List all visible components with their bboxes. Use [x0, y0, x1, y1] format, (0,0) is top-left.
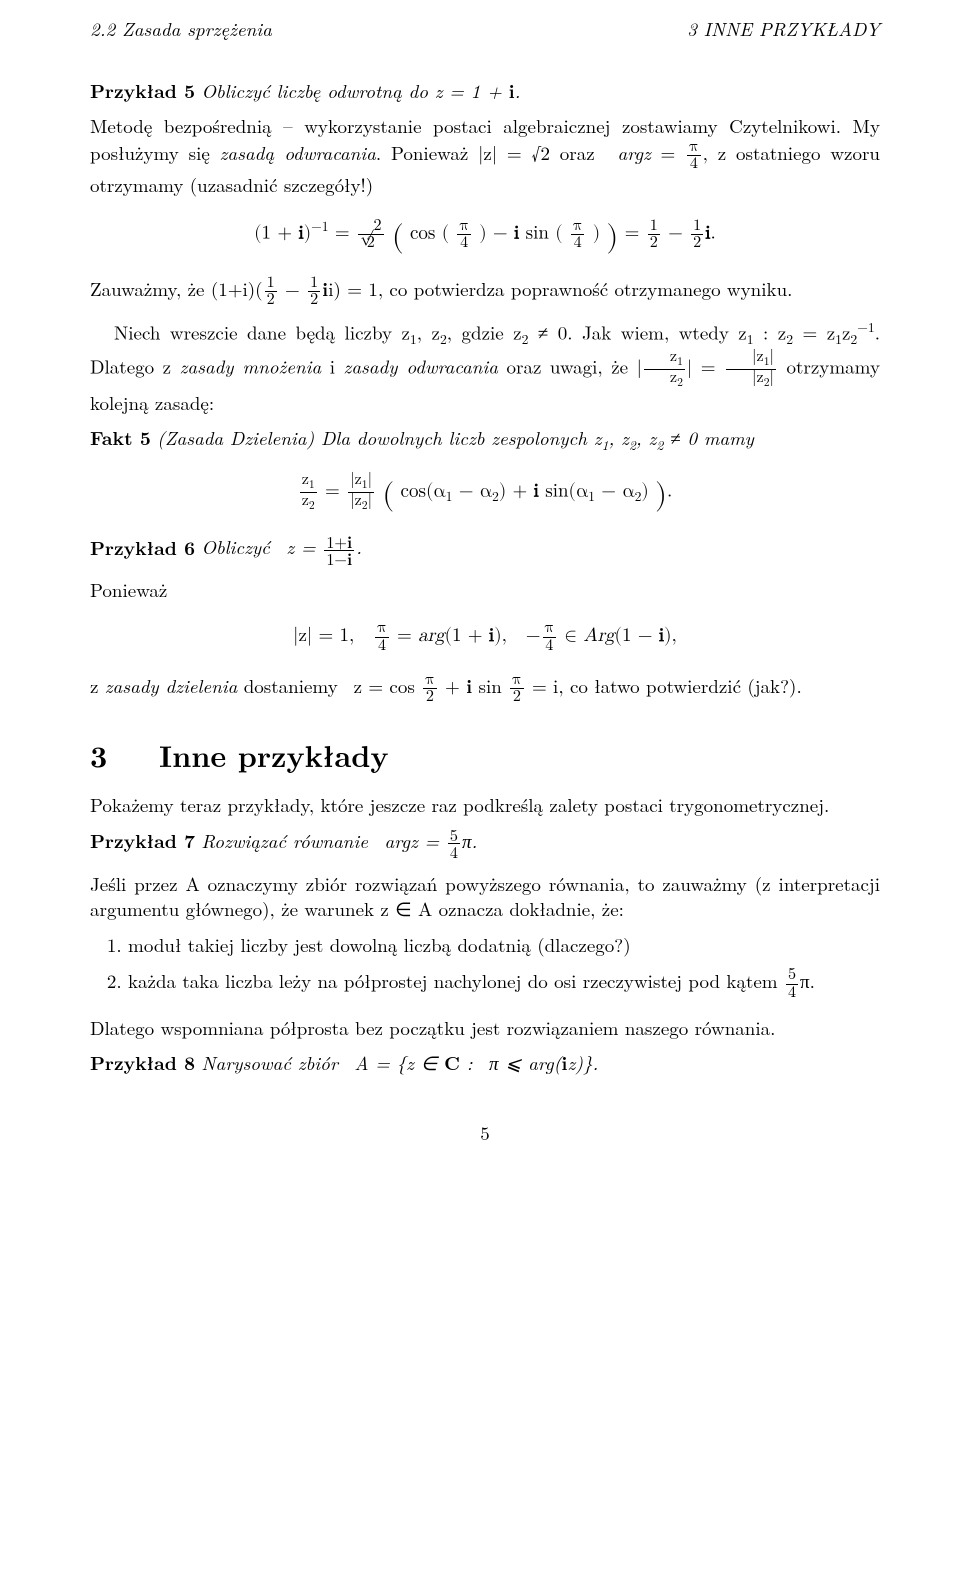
- header-right: 3 INNE PRZYKŁADY: [687, 16, 880, 42]
- example-7-conclusion: Dlatego wspomniana półprosta bez początk…: [90, 1015, 880, 1041]
- example-6-since: Ponieważ: [90, 577, 880, 603]
- page-number: 5: [90, 1120, 880, 1146]
- fact-5-text: (Zasada Dzielenia) Dla dowolnych liczb z…: [157, 424, 754, 451]
- section-3-title: Inne przykłady: [159, 733, 389, 776]
- example-8-title: Narysować zbiór A = {z ∈ C : π ⩽ arg(iz)…: [201, 1049, 598, 1076]
- example-6-equation: |z| = 1, π4 = arg(1 + i), −π4 ∈ Arg(1 − …: [90, 620, 880, 653]
- example-7-heading: Przykład 7 Rozwiązać równanie argz = 54π…: [90, 827, 880, 860]
- fact-5-label: Fakt 5: [90, 423, 151, 451]
- section-3-heading: 3 Inne przykłady: [90, 735, 880, 776]
- example-7-paragraph: Jeśli przez A oznaczymy zbiór rozwiązań …: [90, 871, 880, 922]
- example-6-label: Przykład 6: [90, 532, 195, 560]
- example-7-list: moduł takiej liczby jest dowolną liczbą …: [90, 932, 880, 1001]
- example-7-label: Przykład 7: [90, 826, 195, 854]
- example-5-paragraph-1: Metodę bezpośrednią – wykorzystanie post…: [90, 113, 880, 198]
- example-5-title: Obliczyć liczbę odwrotną do z = 1 + i.: [201, 77, 520, 104]
- example-6-conclusion: z zasady dzielenia dostaniemy z = cos π2…: [90, 672, 880, 705]
- example-7-title: Rozwiązać równanie argz = 54π.: [201, 827, 477, 854]
- list-item: moduł takiej liczby jest dowolną liczbą …: [128, 932, 880, 958]
- list-item: każda taka liczba leży na półprostej nac…: [128, 967, 880, 1000]
- section-3-number: 3: [90, 733, 107, 776]
- section-3-intro: Pokażemy teraz przykłady, które jeszcze …: [90, 792, 880, 818]
- example-8-heading: Przykład 8 Narysować zbiór A = {z ∈ C : …: [90, 1050, 880, 1076]
- example-5-equation-1: (1 + i)−1 = √22 ( cos ( π4 ) − i sin ( π…: [90, 216, 880, 257]
- fact-5: Fakt 5 (Zasada Dzielenia) Dla dowolnych …: [90, 425, 880, 454]
- example-8-label: Przykład 8: [90, 1048, 195, 1076]
- example-5-label: Przykład 5: [90, 76, 195, 104]
- fact-5-equation: z1z2 = |z1||z2| ( cos(α1 − α2) + i sin(α…: [90, 472, 880, 515]
- example-6-title: Obliczyć z = 1+i1−i.: [201, 533, 362, 560]
- header-left: 2.2 Zasada sprzężenia: [90, 16, 272, 42]
- page-header: 2.2 Zasada sprzężenia 3 INNE PRZYKŁADY: [90, 16, 880, 42]
- example-5-paragraph-3: Niech wreszcie dane będą liczby z1, z2, …: [90, 318, 880, 415]
- example-5-heading: Przykład 5 Obliczyć liczbę odwrotną do z…: [90, 78, 880, 104]
- example-5-paragraph-2: Zauważmy, że (1+i)(12 − 12ii) = 1, co po…: [90, 275, 880, 308]
- example-6-heading: Przykład 6 Obliczyć z = 1+i1−i.: [90, 534, 880, 567]
